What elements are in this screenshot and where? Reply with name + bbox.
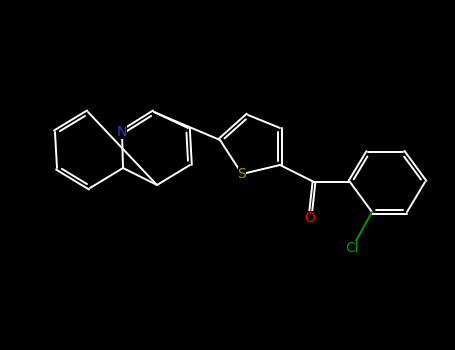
Text: O: O — [304, 211, 315, 225]
Text: S: S — [238, 167, 246, 181]
Text: Cl: Cl — [345, 241, 359, 255]
Text: N: N — [117, 125, 127, 139]
